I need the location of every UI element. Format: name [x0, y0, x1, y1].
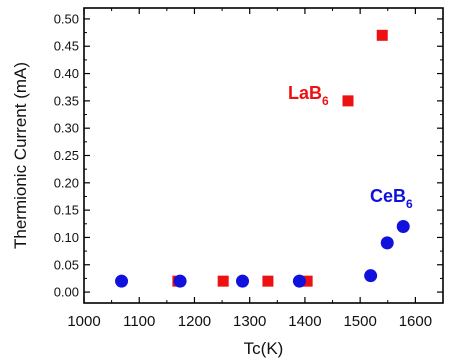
- x-tick-label: 1200: [178, 313, 211, 330]
- y-tick-label: 0.10: [54, 230, 79, 245]
- data-point-lab6: [376, 29, 388, 41]
- series-label-ceb6-main: CeB: [370, 186, 406, 206]
- y-tick-label: 0.25: [54, 148, 79, 163]
- series-label-ceb6: CeB6: [370, 186, 413, 211]
- x-tick-label: 1100: [123, 313, 155, 330]
- x-tick-label: 1500: [343, 313, 376, 330]
- series-label-lab6: LaB6: [288, 83, 329, 108]
- data-point-ceb6: [364, 269, 378, 283]
- ticks-layer: 0.00 0.05 0.10 0.15 0.20 0.25 0.30 0.35 0.40 0.45…: [54, 8, 443, 330]
- y-tick-label: 0.15: [54, 203, 79, 218]
- marks-layer: [115, 29, 410, 288]
- y-tick-label: 0.30: [54, 121, 79, 136]
- y-axis-title: Thermionic Current (mA): [11, 62, 30, 249]
- y-tick-label: 0.50: [54, 11, 79, 26]
- y-tick-label: 0.00: [54, 285, 79, 300]
- x-tick-label: 1000: [67, 313, 100, 330]
- y-tick-label: 0.20: [54, 175, 79, 190]
- x-tick-label: 1300: [233, 313, 266, 330]
- y-tick-label: 0.35: [54, 93, 79, 108]
- data-point-ceb6: [396, 220, 410, 234]
- y-tick-label: 0.40: [54, 66, 79, 81]
- data-point-lab6: [342, 95, 354, 107]
- series-label-lab6-main: LaB: [288, 83, 322, 103]
- y-tick-label: 0.45: [54, 39, 79, 54]
- data-point-ceb6: [292, 274, 306, 288]
- data-point-ceb6: [115, 274, 129, 288]
- x-tick-label: 1400: [288, 313, 321, 330]
- data-point-lab6: [301, 275, 313, 287]
- x-axis-title: Tc(K): [244, 339, 284, 358]
- data-point-ceb6: [236, 274, 250, 288]
- data-point-lab6: [217, 275, 229, 287]
- data-point-ceb6: [173, 274, 187, 288]
- series-label-lab6-sub: 6: [322, 94, 329, 108]
- y-tick-label: 0.05: [54, 257, 79, 272]
- data-point-lab6: [262, 275, 274, 287]
- plot-frame: [83, 7, 444, 304]
- data-point-ceb6: [380, 236, 394, 250]
- series-label-ceb6-sub: 6: [406, 197, 413, 211]
- x-tick-label: 1600: [399, 313, 432, 330]
